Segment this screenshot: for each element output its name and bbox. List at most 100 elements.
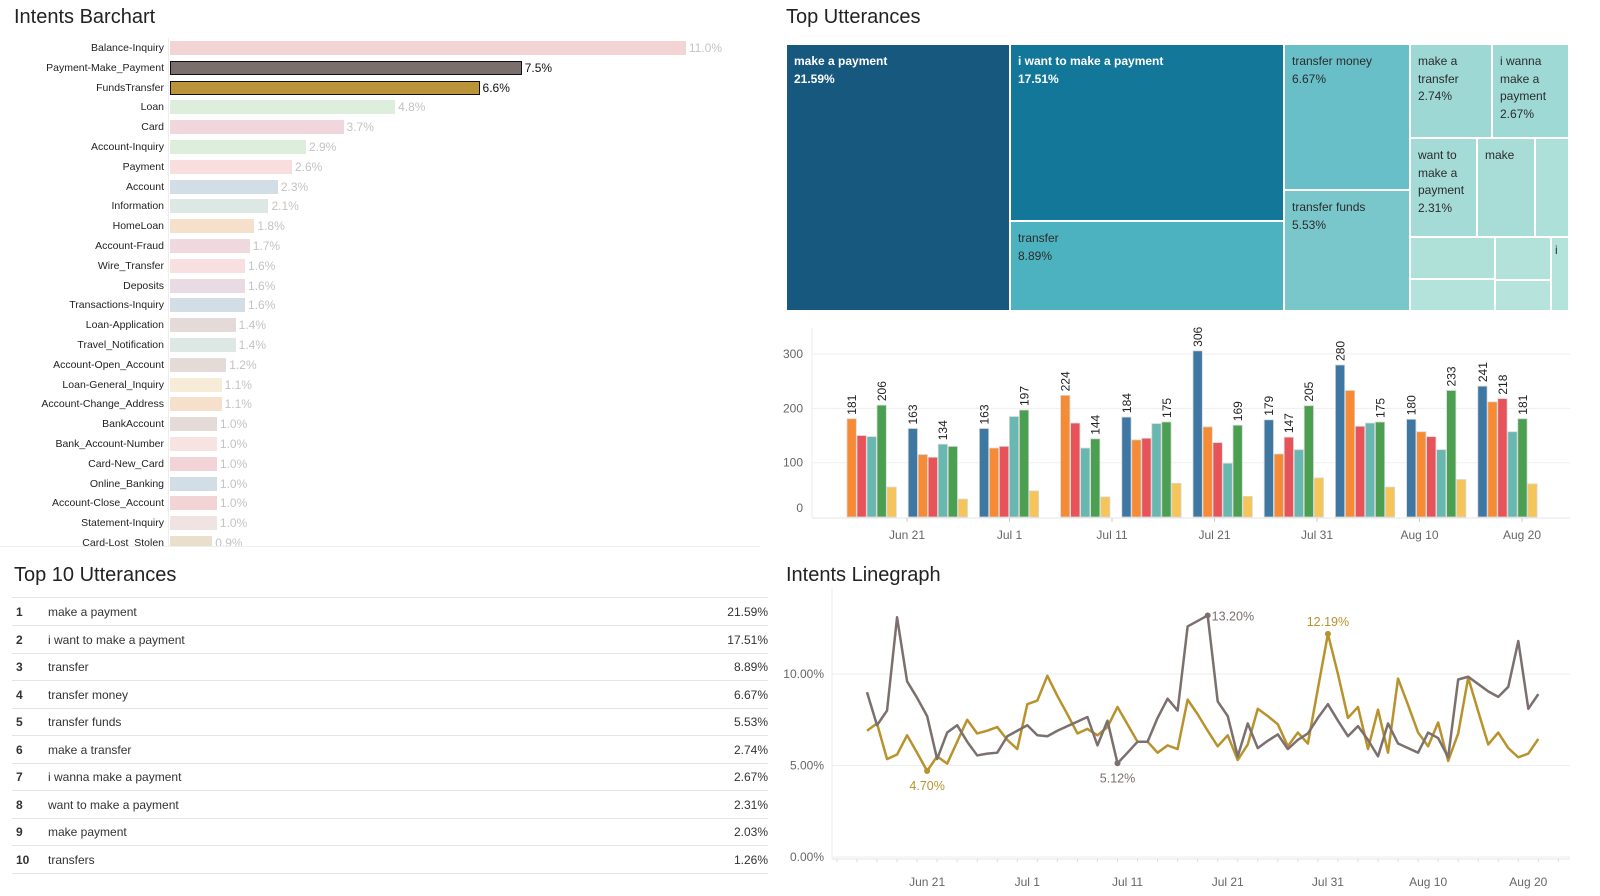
bar[interactable] (1406, 418, 1417, 518)
percent-cell: 2.31% (733, 797, 768, 812)
table-row[interactable]: 10 transfers 1.26% (12, 846, 768, 874)
bar[interactable] (907, 428, 918, 518)
bar[interactable] (1121, 416, 1132, 518)
bar[interactable] (1283, 436, 1294, 518)
treemap-cell[interactable]: i (1551, 237, 1569, 311)
bar[interactable] (989, 447, 1000, 518)
bar-label: Payment (122, 160, 164, 173)
bar[interactable] (1192, 350, 1203, 518)
table-row[interactable]: 2 i want to make a payment 17.51% (12, 626, 768, 654)
bar[interactable] (1507, 431, 1518, 518)
treemap-cell[interactable]: transfer money 6.67% (1284, 44, 1410, 190)
bar[interactable] (979, 428, 990, 518)
utterance-cell: transfers (48, 852, 95, 867)
bar-value-label: 1.7% (252, 239, 281, 253)
bar[interactable] (1355, 425, 1366, 518)
series-line[interactable] (865, 614, 1540, 765)
bar-label: Account-Open_Account (53, 358, 164, 371)
bar[interactable] (1019, 409, 1030, 518)
bar[interactable] (1131, 439, 1142, 518)
treemap-cell[interactable]: transfer 8.89% (1010, 221, 1284, 311)
bar[interactable] (1436, 449, 1447, 518)
treemap-cell[interactable] (1495, 237, 1551, 280)
bar[interactable] (876, 404, 887, 518)
bar[interactable] (1416, 431, 1427, 518)
bar[interactable] (947, 446, 958, 518)
treemap-cell[interactable]: transfer funds 5.53% (1284, 190, 1410, 311)
bar[interactable] (1161, 421, 1172, 518)
bar[interactable] (1171, 482, 1182, 518)
bar[interactable] (1385, 486, 1396, 518)
bar[interactable] (1100, 496, 1111, 518)
bar[interactable] (1313, 477, 1324, 518)
bar[interactable] (1497, 398, 1508, 518)
bar[interactable] (886, 486, 897, 518)
bar[interactable] (1375, 421, 1386, 518)
bar[interactable] (1202, 426, 1213, 518)
bar (170, 476, 217, 491)
bar[interactable] (1222, 462, 1233, 518)
treemap-cell[interactable] (1495, 280, 1551, 311)
table-row[interactable]: 6 make a transfer 2.74% (12, 736, 768, 764)
bar[interactable] (1477, 385, 1488, 518)
bar[interactable] (1456, 479, 1467, 518)
rank-cell: 8 (16, 797, 23, 812)
bar[interactable] (1029, 490, 1040, 518)
bar[interactable] (1517, 418, 1528, 518)
table-row[interactable]: 3 transfer 8.89% (12, 653, 768, 681)
bar-value-label: 2.9% (309, 140, 337, 154)
bar[interactable] (999, 446, 1010, 518)
bar[interactable] (1151, 423, 1162, 518)
bar[interactable] (1345, 390, 1356, 518)
treemap-cell[interactable]: make a payment 21.59% (786, 44, 1010, 311)
bar[interactable] (866, 436, 877, 518)
bar[interactable] (1335, 364, 1346, 518)
treemap-cell[interactable]: i wanna make a payment 2.67% (1492, 44, 1569, 138)
bar[interactable] (1365, 422, 1376, 518)
treemap-cell-value: 17.51% (1018, 71, 1059, 86)
table-row[interactable]: 7 i wanna make a payment 2.67% (12, 763, 768, 791)
bar (170, 258, 246, 273)
bar[interactable] (1293, 449, 1304, 518)
bar[interactable] (1487, 401, 1498, 518)
series-line[interactable] (866, 632, 1540, 773)
bar[interactable] (1232, 424, 1243, 518)
treemap-cell[interactable] (1410, 279, 1495, 311)
bar[interactable] (957, 498, 968, 518)
bar[interactable] (1070, 422, 1081, 518)
bar[interactable] (1426, 436, 1437, 518)
treemap-cell[interactable]: want to make a payment 2.31% (1410, 138, 1477, 237)
bar[interactable] (937, 443, 948, 518)
table-row[interactable]: 9 make payment 2.03% (12, 818, 768, 846)
treemap-cell[interactable]: make a transfer 2.74% (1410, 44, 1492, 138)
bar[interactable] (1527, 483, 1538, 518)
bar[interactable] (1080, 447, 1091, 518)
bar[interactable] (927, 456, 938, 518)
table-row[interactable]: 4 transfer money 6.67% (12, 681, 768, 709)
table-row[interactable]: 8 want to make a payment 2.31% (12, 791, 768, 819)
table-row[interactable]: 5 transfer funds 5.53% (12, 708, 768, 736)
bar[interactable] (1273, 453, 1284, 518)
treemap-cell[interactable]: make (1477, 138, 1535, 237)
treemap-cell[interactable] (1535, 138, 1569, 237)
bar[interactable] (917, 454, 928, 518)
bar[interactable] (1060, 394, 1071, 518)
bar (170, 100, 396, 115)
bar[interactable] (856, 435, 867, 518)
bar[interactable] (1090, 438, 1101, 518)
bar[interactable] (1141, 437, 1152, 518)
table-row[interactable]: 1 make a payment 21.59% (12, 598, 768, 626)
treemap-cell[interactable]: i want to make a payment 17.51% (1010, 44, 1284, 221)
bar[interactable] (1242, 495, 1253, 518)
rank-cell: 3 (16, 660, 23, 674)
bar[interactable] (1212, 442, 1223, 518)
bar-label: Loan (140, 101, 164, 114)
bar[interactable] (846, 418, 857, 518)
bar[interactable] (1303, 405, 1314, 518)
bar[interactable] (1263, 419, 1274, 518)
bar[interactable] (1446, 390, 1457, 518)
x-tick-label: Jul 1 (997, 528, 1023, 542)
bar-label: Card (141, 121, 164, 134)
treemap-cell[interactable] (1410, 237, 1495, 279)
bar[interactable] (1009, 416, 1020, 518)
